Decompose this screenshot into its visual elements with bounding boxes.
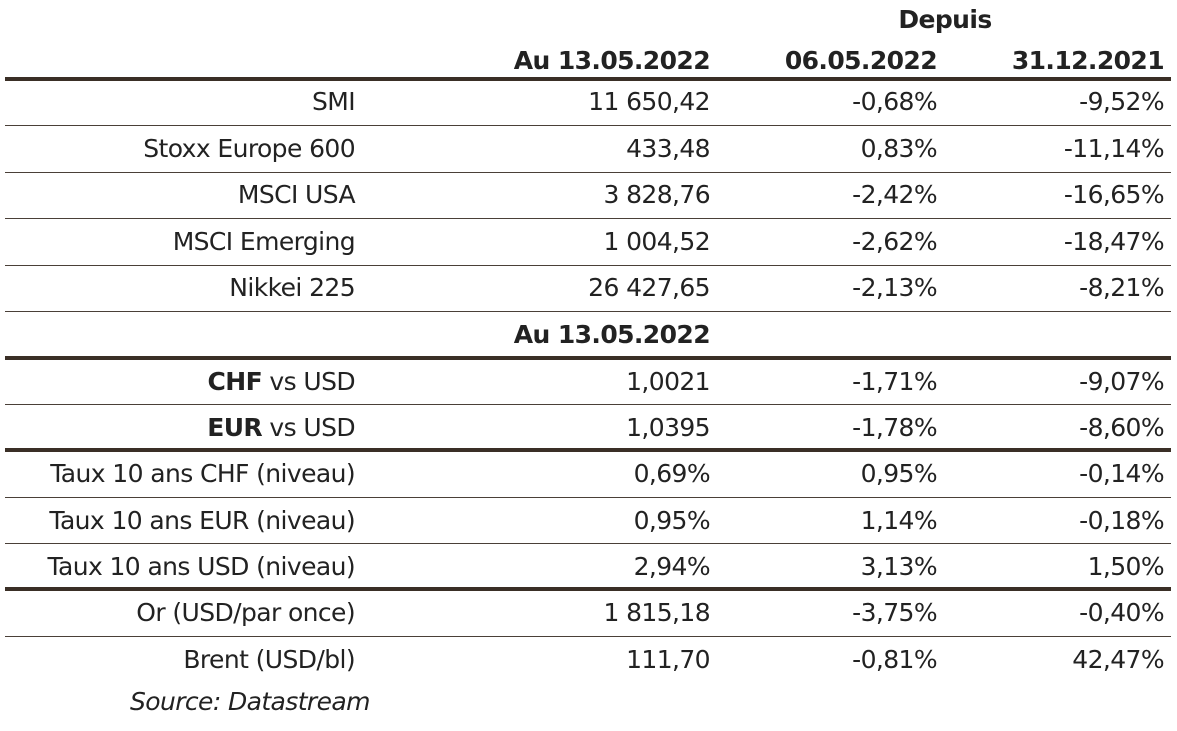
row-week-change: 1,14% (860, 506, 938, 535)
row-divider (5, 404, 1171, 405)
row-ytd-change: -9,52% (1079, 87, 1164, 116)
row-ytd-change: -8,21% (1079, 273, 1164, 302)
row-ytd-change: -18,47% (1063, 227, 1165, 256)
row-label: Taux 10 ans USD (niveau) (47, 552, 355, 581)
row-ytd-change: -0,14% (1079, 459, 1164, 488)
row-value: 1 004,52 (603, 227, 710, 256)
row-ytd-change: -0,40% (1079, 598, 1164, 627)
row-ytd-change: -11,14% (1063, 134, 1165, 163)
header-ytd-date: 31.12.2021 (1011, 46, 1165, 75)
row-ytd-change: -8,60% (1079, 413, 1164, 442)
row-ytd-change: -9,07% (1079, 367, 1164, 396)
row-label: EUR vs USD (0, 413, 355, 443)
row-week-change: -0,81% (852, 645, 937, 674)
row-week-change: -2,42% (852, 180, 937, 209)
row-divider (5, 125, 1171, 126)
row-divider (5, 311, 1171, 312)
row-week-change: 3,13% (860, 552, 938, 581)
header-rule (5, 77, 1171, 81)
currency-suffix: vs USD (262, 413, 355, 442)
row-value: 2,94% (633, 552, 711, 581)
row-value: 0,69% (633, 459, 711, 488)
row-divider (5, 497, 1171, 498)
row-ytd-change: -16,65% (1063, 180, 1165, 209)
row-label: Taux 10 ans CHF (niveau) (50, 459, 355, 488)
row-value: 11 650,42 (588, 87, 710, 116)
row-week-change: -2,62% (852, 227, 937, 256)
row-label: Or (USD/par once) (136, 598, 355, 627)
row-divider (5, 172, 1171, 173)
row-ytd-change: -0,18% (1079, 506, 1164, 535)
row-week-change: 0,95% (860, 459, 938, 488)
row-week-change: -1,78% (852, 413, 937, 442)
row-ytd-change: 42,47% (1072, 645, 1164, 674)
source-note: Source: Datastream (130, 687, 370, 716)
row-value: 1 815,18 (603, 598, 710, 627)
row-label: Nikkei 225 (229, 273, 355, 302)
row-week-change: -0,68% (852, 87, 937, 116)
row-label: SMI (311, 87, 356, 116)
header-week-date: 06.05.2022 (784, 46, 938, 75)
row-value: 1,0021 (626, 367, 710, 396)
section-rule (5, 448, 1171, 452)
row-label: Brent (USD/bl) (183, 645, 355, 674)
row-divider (5, 265, 1171, 266)
header-current-date: Au 13.05.2022 (513, 46, 711, 75)
section-rule (5, 587, 1171, 591)
currency-suffix: vs USD (262, 367, 355, 396)
row-ytd-change: 1,50% (1087, 552, 1165, 581)
row-value: 1,0395 (626, 413, 710, 442)
row-week-change: 0,83% (860, 134, 938, 163)
row-label: Taux 10 ans EUR (niveau) (49, 506, 355, 535)
row-label: MSCI Emerging (172, 227, 356, 256)
row-week-change: -2,13% (852, 273, 937, 302)
header-depuis: Depuis (898, 5, 992, 34)
row-label: CHF vs USD (0, 367, 356, 397)
currency-code: EUR (207, 413, 263, 442)
subheader-rule (5, 356, 1171, 360)
subheader-date: Au 13.05.2022 (513, 320, 711, 349)
row-week-change: -1,71% (852, 367, 937, 396)
currency-code: CHF (207, 367, 263, 396)
row-value: 0,95% (633, 506, 711, 535)
row-divider (5, 543, 1171, 544)
row-divider (5, 218, 1171, 219)
row-label: MSCI USA (237, 180, 356, 209)
row-label: Stoxx Europe 600 (143, 134, 355, 163)
row-value: 26 427,65 (588, 273, 710, 302)
row-week-change: -3,75% (852, 598, 937, 627)
row-value: 111,70 (626, 645, 710, 674)
row-divider (5, 636, 1171, 637)
row-value: 3 828,76 (603, 180, 710, 209)
row-value: 433,48 (626, 134, 710, 163)
